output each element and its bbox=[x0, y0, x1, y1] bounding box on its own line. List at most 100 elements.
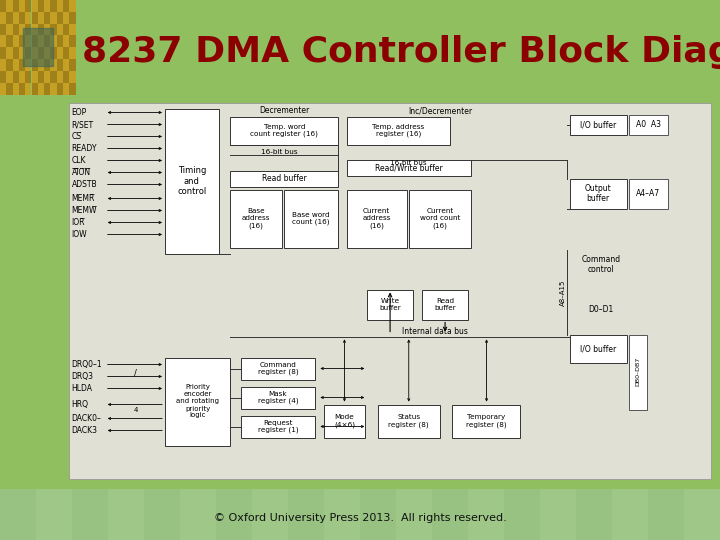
Bar bbox=[57, 83, 63, 94]
Bar bbox=[25, 0, 32, 12]
Bar bbox=[19, 24, 25, 36]
Text: 16-bit bus: 16-bit bus bbox=[390, 159, 427, 165]
Bar bbox=[32, 12, 37, 24]
Text: ADSTB: ADSTB bbox=[71, 180, 97, 189]
Bar bbox=[63, 59, 69, 71]
Text: Read
buffer: Read buffer bbox=[434, 298, 456, 311]
Text: DRQ0–1: DRQ0–1 bbox=[71, 360, 102, 369]
Text: © Oxford University Press 2013.  All rights reserved.: © Oxford University Press 2013. All righ… bbox=[214, 514, 506, 523]
Bar bbox=[504, 489, 540, 540]
Bar bbox=[57, 71, 63, 83]
Text: I/O buffer: I/O buffer bbox=[580, 344, 616, 353]
Bar bbox=[12, 36, 19, 47]
Text: Read/Write buffer: Read/Write buffer bbox=[375, 163, 443, 172]
Bar bbox=[240, 387, 315, 408]
Bar bbox=[230, 171, 338, 186]
Bar bbox=[216, 489, 252, 540]
Bar bbox=[19, 36, 25, 47]
Text: Status
register (8): Status register (8) bbox=[389, 414, 429, 428]
Bar bbox=[629, 114, 668, 134]
Bar bbox=[6, 36, 12, 47]
Text: Mask
register (4): Mask register (4) bbox=[258, 391, 298, 404]
Bar bbox=[50, 83, 57, 94]
Text: DACK0–: DACK0– bbox=[71, 414, 102, 423]
Text: Temporary
register (8): Temporary register (8) bbox=[466, 414, 506, 428]
Bar bbox=[72, 489, 108, 540]
Bar bbox=[25, 71, 32, 83]
Text: Base
address
(16): Base address (16) bbox=[242, 208, 271, 229]
Bar bbox=[12, 12, 19, 24]
Bar bbox=[288, 489, 324, 540]
Bar bbox=[12, 24, 19, 36]
Bar bbox=[63, 12, 69, 24]
Bar bbox=[63, 47, 69, 59]
Bar bbox=[63, 0, 69, 12]
Text: DACK3: DACK3 bbox=[71, 426, 98, 435]
Bar bbox=[19, 12, 25, 24]
Bar bbox=[63, 36, 69, 47]
Bar bbox=[37, 47, 44, 59]
Bar bbox=[44, 12, 50, 24]
Text: MEMR̅: MEMR̅ bbox=[71, 194, 95, 203]
Bar bbox=[32, 59, 37, 71]
Bar bbox=[50, 24, 57, 36]
Bar bbox=[230, 117, 338, 145]
Bar bbox=[44, 71, 50, 83]
Bar bbox=[57, 59, 63, 71]
Text: Temp. word
count register (16): Temp. word count register (16) bbox=[251, 124, 318, 137]
Bar bbox=[50, 12, 57, 24]
Bar bbox=[37, 36, 44, 47]
Bar bbox=[32, 0, 37, 12]
Bar bbox=[6, 0, 12, 12]
Bar bbox=[44, 0, 50, 12]
Bar bbox=[12, 71, 19, 83]
Text: A0  A3: A0 A3 bbox=[636, 120, 661, 129]
Bar bbox=[452, 404, 520, 437]
Bar bbox=[25, 83, 32, 94]
Bar bbox=[629, 179, 668, 208]
Bar bbox=[0, 71, 6, 83]
Bar bbox=[57, 12, 63, 24]
Bar bbox=[540, 489, 576, 540]
Text: Temp. address
register (16): Temp. address register (16) bbox=[372, 124, 425, 137]
Bar bbox=[0, 59, 6, 71]
Bar bbox=[44, 36, 50, 47]
Bar bbox=[69, 47, 76, 59]
Bar bbox=[12, 59, 19, 71]
Bar bbox=[36, 489, 72, 540]
Text: Mode
(4×6): Mode (4×6) bbox=[334, 414, 355, 428]
Text: 4: 4 bbox=[134, 408, 138, 414]
Text: Priority
encoder
and rotating
priority
logic: Priority encoder and rotating priority l… bbox=[176, 384, 219, 418]
Bar bbox=[6, 47, 12, 59]
Bar bbox=[37, 71, 44, 83]
Bar bbox=[57, 36, 63, 47]
Bar bbox=[25, 24, 32, 36]
Bar bbox=[57, 0, 63, 12]
Bar bbox=[44, 59, 50, 71]
Bar bbox=[63, 24, 69, 36]
Bar bbox=[25, 59, 32, 71]
Bar bbox=[284, 190, 338, 247]
Bar bbox=[0, 489, 36, 540]
Text: HLDA: HLDA bbox=[71, 384, 93, 393]
Bar bbox=[576, 489, 612, 540]
Text: D0–D1: D0–D1 bbox=[588, 305, 613, 314]
Text: READY: READY bbox=[71, 144, 97, 153]
Text: Output
buffer: Output buffer bbox=[585, 184, 611, 203]
Bar bbox=[324, 404, 365, 437]
Text: /: / bbox=[135, 368, 138, 377]
Bar bbox=[0, 12, 6, 24]
Bar bbox=[37, 24, 44, 36]
Bar bbox=[69, 0, 76, 12]
Text: Current
address
(16): Current address (16) bbox=[362, 208, 391, 229]
Bar bbox=[6, 71, 12, 83]
Text: Internal data bus: Internal data bus bbox=[402, 327, 467, 336]
Bar bbox=[50, 36, 57, 47]
Text: A̅I̅O̅N̅: A̅I̅O̅N̅ bbox=[71, 168, 91, 177]
Text: Current
word count
(16): Current word count (16) bbox=[420, 208, 460, 229]
Bar bbox=[346, 159, 471, 176]
Bar bbox=[32, 24, 37, 36]
Bar bbox=[63, 71, 69, 83]
Bar bbox=[19, 0, 25, 12]
Bar bbox=[37, 0, 44, 12]
